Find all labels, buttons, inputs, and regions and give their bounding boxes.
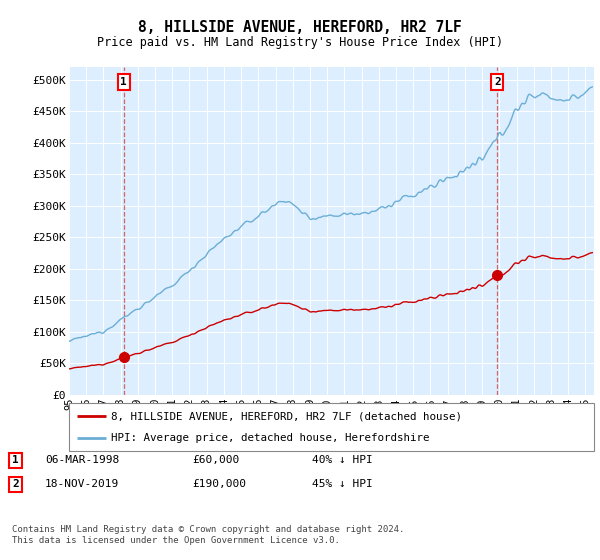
Text: 2: 2 <box>12 479 19 489</box>
Text: 8, HILLSIDE AVENUE, HEREFORD, HR2 7LF (detached house): 8, HILLSIDE AVENUE, HEREFORD, HR2 7LF (d… <box>111 411 462 421</box>
Text: £190,000: £190,000 <box>192 479 246 489</box>
FancyBboxPatch shape <box>69 403 594 451</box>
Text: Price paid vs. HM Land Registry's House Price Index (HPI): Price paid vs. HM Land Registry's House … <box>97 36 503 49</box>
Text: £60,000: £60,000 <box>192 455 239 465</box>
Text: Contains HM Land Registry data © Crown copyright and database right 2024.
This d: Contains HM Land Registry data © Crown c… <box>12 525 404 545</box>
Text: 8, HILLSIDE AVENUE, HEREFORD, HR2 7LF: 8, HILLSIDE AVENUE, HEREFORD, HR2 7LF <box>138 20 462 35</box>
Text: 45% ↓ HPI: 45% ↓ HPI <box>312 479 373 489</box>
Text: HPI: Average price, detached house, Herefordshire: HPI: Average price, detached house, Here… <box>111 433 430 443</box>
Text: 06-MAR-1998: 06-MAR-1998 <box>45 455 119 465</box>
Text: 1: 1 <box>121 77 127 87</box>
Text: 18-NOV-2019: 18-NOV-2019 <box>45 479 119 489</box>
Text: 1: 1 <box>12 455 19 465</box>
Text: 40% ↓ HPI: 40% ↓ HPI <box>312 455 373 465</box>
Text: 2: 2 <box>494 77 500 87</box>
